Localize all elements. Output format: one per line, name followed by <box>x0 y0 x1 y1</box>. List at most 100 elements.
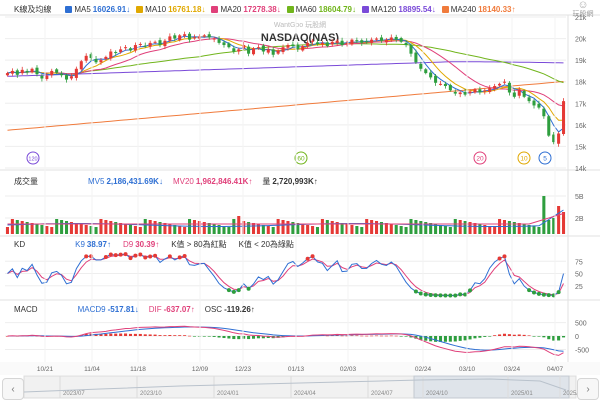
candle-body <box>458 92 462 95</box>
candle-body <box>473 89 477 93</box>
volume-bar <box>468 222 472 234</box>
legend-ma240[interactable]: MA240 18140.33 ↑ <box>441 5 515 14</box>
checkbox-icon[interactable] <box>65 5 73 13</box>
kd-overbought-dot <box>113 253 118 258</box>
candle-body <box>247 46 251 54</box>
volume-bar <box>286 221 290 234</box>
candle-body <box>424 69 428 74</box>
kd-oversold-dot <box>536 291 541 296</box>
osc-bar <box>104 333 108 336</box>
candle-body <box>330 41 334 45</box>
kd-ytick-label: 50 <box>575 272 583 279</box>
candle-body <box>512 92 516 97</box>
kd-overbought-dot <box>143 255 148 260</box>
candle-body <box>104 56 108 60</box>
candle-body <box>389 37 393 41</box>
navigator-tick-label: 2024/10 <box>426 391 448 397</box>
candle-body <box>291 44 295 47</box>
kd-oversold-dot <box>413 289 418 294</box>
candle-body <box>355 40 359 42</box>
volume-bar <box>434 224 438 234</box>
osc-bar <box>247 336 251 340</box>
osc-bar <box>148 334 152 336</box>
osc-bar <box>562 336 566 338</box>
kd-overbought-dot <box>148 254 153 259</box>
volume-bar <box>217 225 221 234</box>
candle-body <box>15 70 19 75</box>
volume-bar <box>330 221 334 234</box>
candle-body <box>153 41 157 43</box>
checkbox-icon[interactable] <box>286 5 294 13</box>
candle-body <box>478 89 482 93</box>
volume-panel-label: 成交量 <box>14 176 38 186</box>
volume-bar <box>15 220 19 234</box>
volume-bar <box>384 223 388 234</box>
kd-oversold-dot <box>246 286 251 291</box>
legend-ma10[interactable]: MA10 16761.18 ↓ <box>136 5 205 14</box>
candle-body <box>507 82 511 93</box>
candle-body <box>340 40 344 46</box>
candle-body <box>119 49 123 53</box>
scroll-right-button[interactable]: › <box>577 378 599 400</box>
legend-ma120[interactable]: MA120 18895.54 ↓ <box>362 5 436 14</box>
x-tick-label: 03/10 <box>459 366 476 373</box>
candle-body <box>40 75 44 79</box>
navigator-tick-label: 2023/10 <box>140 391 162 397</box>
kd-overbought-dot <box>502 254 507 259</box>
kd-overbought-dot <box>167 254 172 259</box>
candle-body <box>320 42 324 45</box>
candle-body <box>522 90 526 97</box>
scroll-left-button[interactable]: ‹ <box>2 378 24 400</box>
volume-bar <box>424 222 428 234</box>
navigator-tick-label: 2024/04 <box>294 391 316 397</box>
ma-period-marker <box>26 151 40 165</box>
candle-body <box>84 55 88 61</box>
checkbox-icon[interactable] <box>362 5 370 13</box>
legend-ma60[interactable]: MA60 18604.79 ↓ <box>286 5 356 14</box>
legend-ma5[interactable]: MA5 16026.91 ↓ <box>65 5 130 14</box>
kd-overbought-dot <box>123 252 128 257</box>
x-tick-label: 10/21 <box>37 366 54 373</box>
volume-bar <box>281 220 285 234</box>
osc-bar <box>355 335 359 337</box>
volume-bar <box>315 227 320 234</box>
candle-body <box>128 48 133 51</box>
legend-ma20[interactable]: MA20 17278.38 ↓ <box>211 5 281 14</box>
candle-body <box>335 40 339 43</box>
volume-bar <box>493 227 497 234</box>
volume-bar <box>237 216 241 234</box>
osc-bar <box>330 335 334 337</box>
osc-bar <box>168 335 172 336</box>
checkbox-icon[interactable] <box>136 5 144 13</box>
osc-bar <box>242 336 246 339</box>
volume-bar <box>532 226 536 234</box>
x-tick-label: 12/09 <box>192 366 209 373</box>
volume-bar <box>552 218 556 234</box>
volume-bar <box>414 220 418 234</box>
osc-bar <box>448 336 452 342</box>
candle-body <box>394 36 398 40</box>
kd-overbought-dot <box>108 252 113 257</box>
osc-bar <box>458 336 462 341</box>
volume-legend: 成交量 MV5 2,186,431.69K ↓ MV20 1,962,846.41K ↑… <box>0 174 324 188</box>
candle-body <box>552 134 556 143</box>
volume-bar <box>35 224 39 234</box>
ma-period-marker-label: 120 <box>28 157 37 163</box>
osc-bar <box>251 336 256 339</box>
volume-bar <box>10 219 14 234</box>
x-tick-label: 01/13 <box>288 366 305 373</box>
checkbox-icon[interactable] <box>211 5 219 13</box>
kd-legend: KD K9 38.97 ↑ D9 30.39 ↑ K值 > 80為紅點 K值 < 20為… <box>0 237 300 251</box>
osc-bar <box>173 335 177 336</box>
volume-bar <box>562 212 566 234</box>
candle-body <box>45 75 49 80</box>
candle-body <box>197 36 201 39</box>
candle-body <box>493 86 497 89</box>
kd-overbought-dot <box>182 253 187 258</box>
legend-dif: DIF -637.07 ↑ <box>148 304 195 314</box>
candle-body <box>163 40 167 47</box>
osc-bar <box>256 336 260 339</box>
candle-body <box>498 83 502 86</box>
checkbox-icon[interactable] <box>441 5 449 13</box>
volume-bar <box>438 225 443 234</box>
